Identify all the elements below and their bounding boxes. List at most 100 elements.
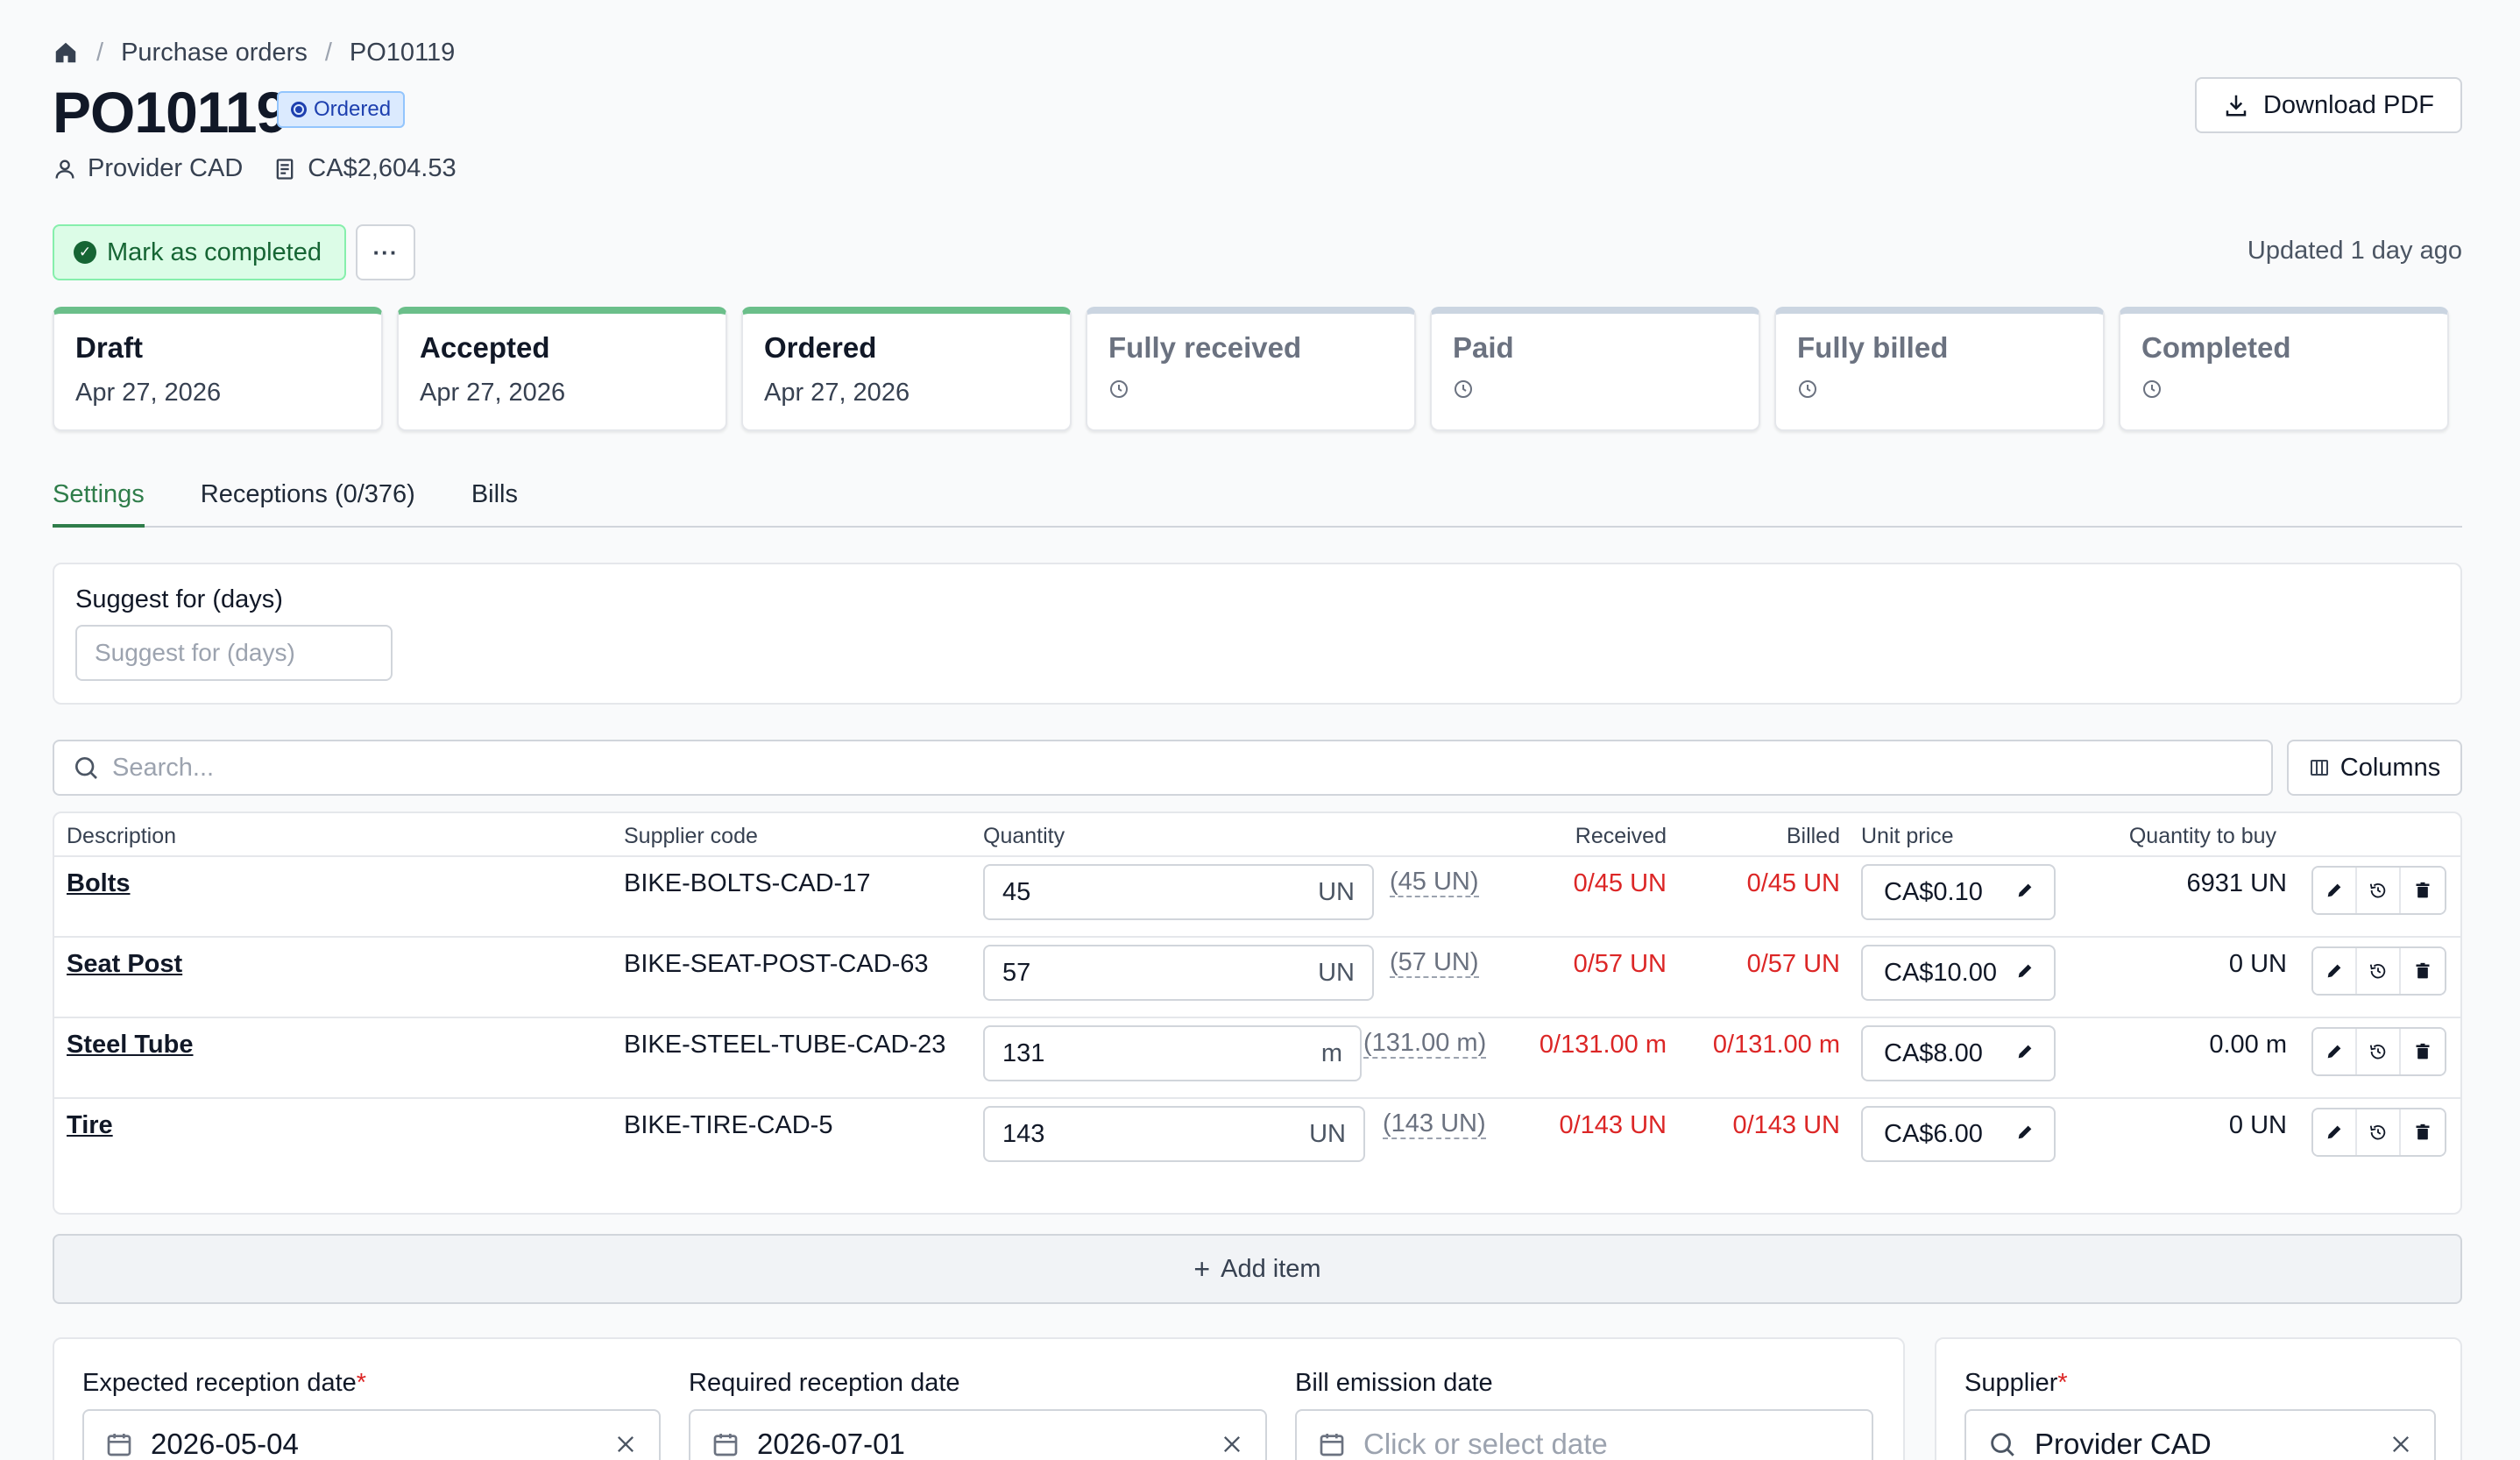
required-date-value: 2026-07-01 bbox=[757, 1428, 905, 1460]
breadcrumb-purchase-orders[interactable]: Purchase orders bbox=[121, 38, 308, 67]
quantity-to-buy: 0 UN bbox=[2228, 1111, 2287, 1139]
header-received[interactable]: Received bbox=[1575, 824, 1667, 848]
status-step-paid: Paid bbox=[1430, 307, 1760, 431]
suggest-label: Suggest for (days) bbox=[75, 585, 283, 613]
trash-icon[interactable] bbox=[2401, 948, 2445, 994]
edit-icon[interactable] bbox=[2313, 1109, 2357, 1155]
quantity-input[interactable]: 57 UN bbox=[983, 945, 1374, 1001]
status-step-label: Fully received bbox=[1108, 331, 1302, 364]
quantity-hint: (131.00 m) bbox=[1363, 1029, 1487, 1059]
supplier-code: BIKE-SEAT-POST-CAD-63 bbox=[624, 950, 929, 978]
quantity-input[interactable]: 143 UN bbox=[983, 1106, 1365, 1162]
status-step-completed: Completed bbox=[2119, 307, 2449, 431]
quantity-unit: UN bbox=[1309, 1119, 1346, 1148]
quantity-hint: (143 UN) bbox=[1383, 1109, 1486, 1139]
received-value: 0/45 UN bbox=[1573, 869, 1667, 897]
updated-timestamp: Updated 1 day ago bbox=[2247, 237, 2462, 265]
more-actions-button[interactable]: ··· bbox=[356, 224, 415, 280]
header-billed[interactable]: Billed bbox=[1786, 824, 1840, 848]
row-actions bbox=[2311, 1027, 2446, 1076]
trash-icon[interactable] bbox=[2401, 1109, 2445, 1155]
user-icon bbox=[55, 159, 74, 179]
tab-bills[interactable]: Bills bbox=[471, 480, 518, 508]
receipt-icon bbox=[276, 158, 294, 180]
breadcrumb-current: PO10119 bbox=[349, 38, 456, 67]
edit-icon[interactable] bbox=[2313, 1029, 2357, 1074]
history-icon[interactable] bbox=[2357, 868, 2401, 913]
calendar-icon bbox=[713, 1434, 738, 1456]
pencil-icon[interactable] bbox=[2015, 1120, 2035, 1149]
supplier-field-label: Supplier* bbox=[1964, 1369, 2068, 1397]
home-icon[interactable] bbox=[53, 39, 79, 66]
clear-icon[interactable] bbox=[1220, 1432, 1244, 1456]
tab-settings[interactable]: Settings bbox=[53, 473, 145, 528]
history-icon[interactable] bbox=[2357, 948, 2401, 994]
trash-icon[interactable] bbox=[2401, 1029, 2445, 1074]
calendar-icon bbox=[1320, 1434, 1344, 1456]
check-circle-icon: ✓ bbox=[74, 241, 96, 264]
edit-icon[interactable] bbox=[2313, 868, 2357, 913]
status-step-date: Apr 27, 2026 bbox=[420, 379, 566, 407]
supplier-card: Supplier* Provider CAD bbox=[1935, 1337, 2462, 1460]
required-date-field[interactable]: 2026-07-01 bbox=[689, 1409, 1267, 1460]
clock-icon bbox=[2143, 380, 2161, 398]
unit-price-field[interactable]: CA$8.00 bbox=[1861, 1025, 2056, 1081]
download-pdf-button[interactable]: Download PDF bbox=[2194, 77, 2462, 133]
header-supplier-code[interactable]: Supplier code bbox=[624, 824, 758, 848]
header-quantity-to-buy[interactable]: Quantity to buy bbox=[2128, 824, 2276, 848]
pencil-icon[interactable] bbox=[2015, 878, 2035, 907]
table-row: Steel Tube BIKE-STEEL-TUBE-CAD-23 131 m (131… bbox=[54, 1018, 2460, 1099]
trash-icon[interactable] bbox=[2401, 868, 2445, 913]
row-actions bbox=[2311, 1108, 2446, 1157]
header-description[interactable]: Description bbox=[67, 824, 177, 848]
expected-date-field[interactable]: 2026-05-04 bbox=[82, 1409, 661, 1460]
history-icon[interactable] bbox=[2357, 1109, 2401, 1155]
history-icon[interactable] bbox=[2357, 1029, 2401, 1074]
item-description-link[interactable]: Steel Tube bbox=[67, 1031, 194, 1059]
mark-completed-label: Mark as completed bbox=[107, 237, 322, 266]
unit-price-field[interactable]: CA$10.00 bbox=[1861, 945, 2056, 1001]
supplier-meta: Provider CAD bbox=[53, 154, 243, 183]
mark-completed-button[interactable]: ✓ Mark as completed bbox=[53, 224, 346, 280]
unit-price-value: CA$6.00 bbox=[1884, 1119, 1983, 1148]
billed-value: 0/131.00 m bbox=[1712, 1031, 1840, 1059]
status-step-fully-received: Fully received bbox=[1086, 307, 1416, 431]
columns-icon bbox=[2310, 760, 2328, 776]
unit-price-field[interactable]: CA$6.00 bbox=[1861, 1106, 2056, 1162]
supplier-select[interactable]: Provider CAD bbox=[1964, 1409, 2436, 1460]
quantity-value: 57 bbox=[1002, 958, 1031, 987]
status-step-date: Apr 27, 2026 bbox=[75, 379, 222, 407]
unit-price-field[interactable]: CA$0.10 bbox=[1861, 864, 2056, 920]
calendar-icon bbox=[107, 1434, 131, 1456]
header-quantity[interactable]: Quantity bbox=[983, 824, 1065, 848]
edit-icon[interactable] bbox=[2313, 948, 2357, 994]
suggest-days-input[interactable]: Suggest for (days) bbox=[75, 625, 393, 681]
status-step-accepted: Accepted Apr 27, 2026 bbox=[397, 307, 727, 431]
bill-date-field[interactable]: Click or select date bbox=[1295, 1409, 1873, 1460]
item-description-link[interactable]: Bolts bbox=[67, 869, 131, 897]
status-badge-label: Ordered bbox=[314, 97, 392, 121]
table-row: Tire BIKE-TIRE-CAD-5 143 UN (143 UN) 0/143 UN… bbox=[54, 1099, 2460, 1180]
quantity-value: 131 bbox=[1002, 1038, 1045, 1067]
item-description-link[interactable]: Seat Post bbox=[67, 950, 183, 978]
clear-icon[interactable] bbox=[2389, 1432, 2413, 1456]
billed-value: 0/57 UN bbox=[1746, 950, 1840, 978]
unit-price-value: CA$0.10 bbox=[1884, 877, 1983, 906]
header-unit-price[interactable]: Unit price bbox=[1861, 824, 1954, 848]
items-table: Description Supplier code Quantity Recei… bbox=[53, 812, 2462, 1215]
pencil-icon[interactable] bbox=[2015, 959, 2035, 988]
status-step-ordered: Ordered Apr 27, 2026 bbox=[741, 307, 1072, 431]
expected-date-label: Expected reception date* bbox=[82, 1369, 367, 1397]
add-item-button[interactable]: + Add item bbox=[53, 1234, 2462, 1304]
columns-button[interactable]: Columns bbox=[2287, 740, 2462, 796]
item-description-link[interactable]: Tire bbox=[67, 1111, 113, 1139]
quantity-input[interactable]: 45 UN bbox=[983, 864, 1374, 920]
quantity-to-buy: 0.00 m bbox=[2209, 1031, 2287, 1059]
unit-price-value: CA$8.00 bbox=[1884, 1038, 1983, 1067]
quantity-input[interactable]: 131 m bbox=[983, 1025, 1362, 1081]
pencil-icon[interactable] bbox=[2015, 1039, 2035, 1068]
search-icon bbox=[1991, 1433, 2014, 1456]
search-input[interactable]: Search... bbox=[53, 740, 2273, 796]
tab-receptions[interactable]: Receptions (0/376) bbox=[200, 480, 415, 508]
clear-icon[interactable] bbox=[613, 1432, 638, 1456]
